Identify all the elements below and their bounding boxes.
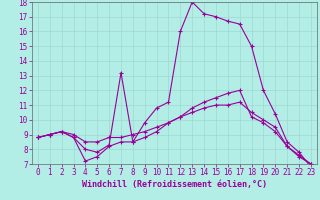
X-axis label: Windchill (Refroidissement éolien,°C): Windchill (Refroidissement éolien,°C) [82,180,267,189]
